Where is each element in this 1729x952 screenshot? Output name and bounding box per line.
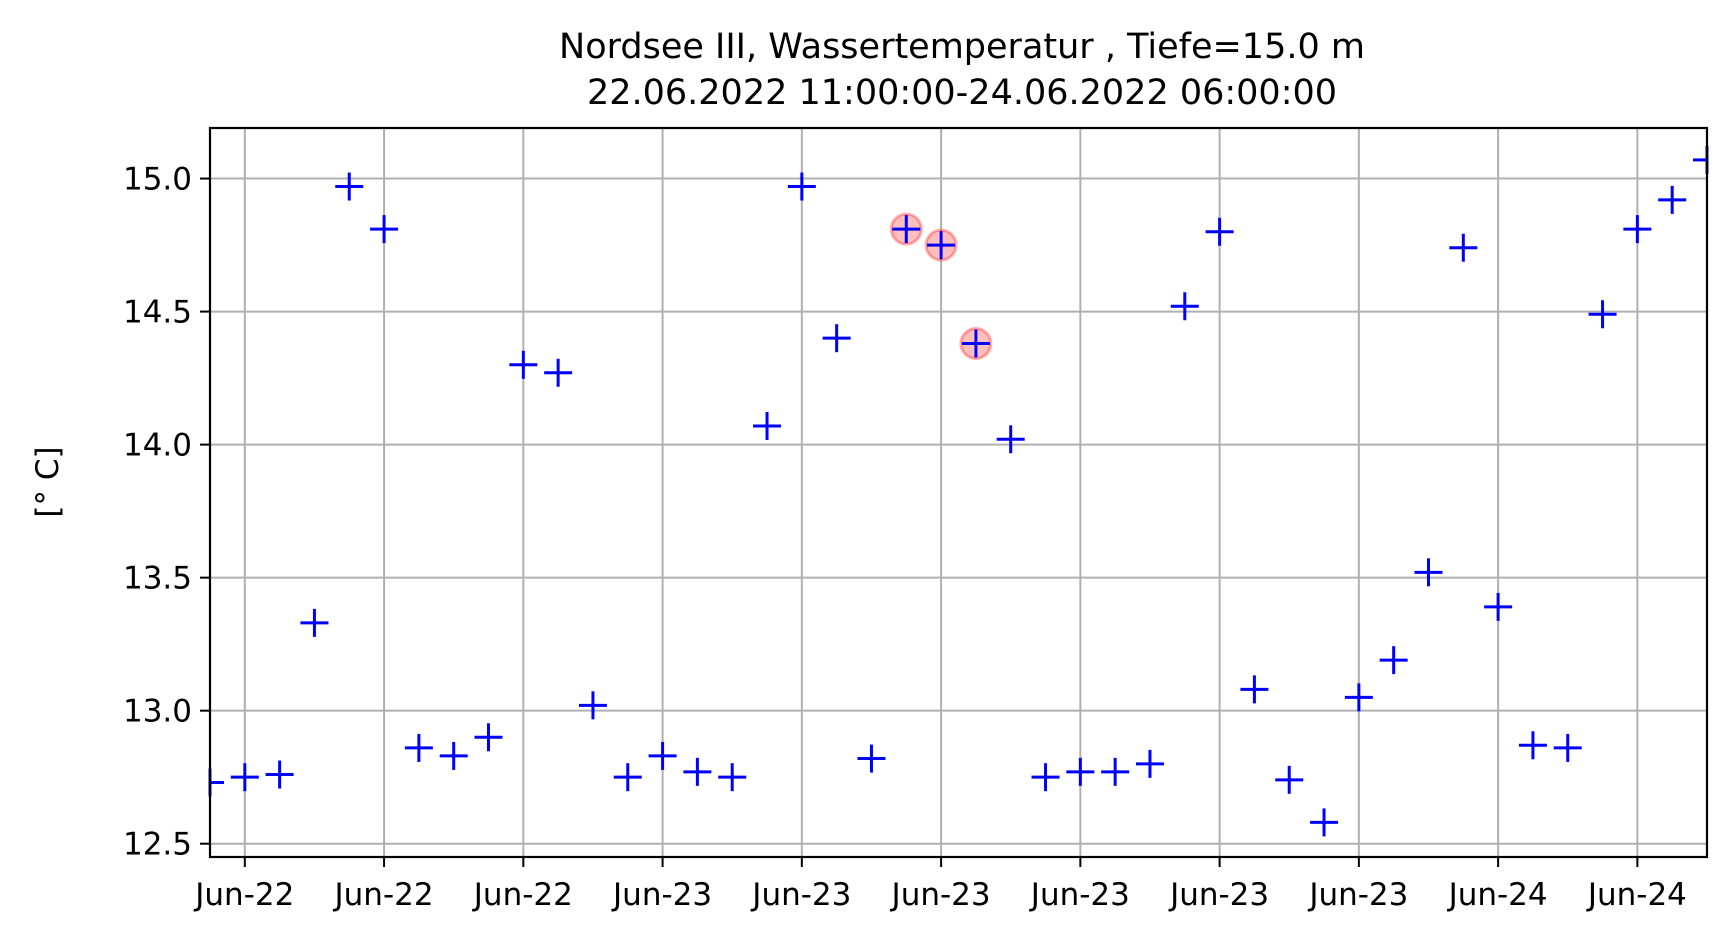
x-tick-label: Jun-22 [333,877,434,913]
data-point [509,350,538,379]
data-point [718,763,747,792]
y-tick-label: 14.5 [123,295,192,331]
x-tick-label: Jun-23 [611,877,712,913]
chart-subtitle: 22.06.2022 11:00:00-24.06.2022 06:00:00 [587,73,1337,113]
x-tick-label: Jun-23 [890,877,991,913]
data-point [857,744,886,773]
data-point [1553,733,1582,762]
y-tick-label: 15.0 [123,162,192,198]
data-point [1588,300,1617,329]
data-point [613,763,642,792]
data-point [996,425,1025,454]
data-point [753,411,782,440]
data-point [683,757,712,786]
x-tick-label: Jun-23 [1307,877,1408,913]
x-tick-label: Jun-22 [472,877,573,913]
data-point [1170,292,1199,321]
data-markers [208,145,1709,837]
data-point [1344,683,1373,712]
data-point [787,172,816,201]
x-tick-label: Jun-22 [193,877,294,913]
y-tick-label: 12.5 [123,827,192,863]
data-point [404,733,433,762]
data-point [265,760,294,789]
data-point [474,723,503,752]
data-point [822,324,851,353]
data-point [927,231,956,260]
data-point [1240,675,1269,704]
axis-ticks: Jun-22 Jun-22 Jun-22 Jun-23 Jun-23 Jun-23 Jun-… [123,162,1687,913]
data-point [1066,757,1095,786]
data-point [544,358,573,387]
data-point [1275,765,1304,794]
data-point [1205,217,1234,246]
data-point [648,741,677,770]
data-point [1379,646,1408,675]
x-tick-label: Jun-24 [1586,877,1687,913]
data-point [1101,757,1130,786]
data-point [1623,215,1652,244]
data-point [208,768,224,797]
y-axis-label: [° C] [30,446,66,517]
chart-title: Nordsee III, Wassertemperatur , Tiefe=15… [559,27,1365,67]
y-tick-label: 14.0 [123,428,192,464]
data-point [578,691,607,720]
plot-frame [208,126,1709,859]
grid-lines [210,128,1707,857]
y-tick-label: 13.5 [123,561,192,597]
data-point [1658,185,1687,214]
x-tick-label: Jun-24 [1447,877,1548,913]
data-point [1449,233,1478,262]
data-point [230,763,259,792]
data-point [1518,731,1547,760]
x-tick-label: Jun-23 [750,877,851,913]
data-point [1135,749,1164,778]
data-point [1693,145,1709,174]
data-point [892,215,921,244]
y-tick-label: 13.0 [123,694,192,730]
data-point [439,741,468,770]
x-tick-label: Jun-23 [1029,877,1130,913]
data-point [1414,558,1443,587]
data-point [370,215,399,244]
data-point [1310,808,1339,837]
x-tick-label: Jun-23 [1168,877,1269,913]
data-point [300,608,329,637]
data-point [961,329,990,358]
data-point [1031,763,1060,792]
data-point [1484,592,1513,621]
data-point [335,172,364,201]
